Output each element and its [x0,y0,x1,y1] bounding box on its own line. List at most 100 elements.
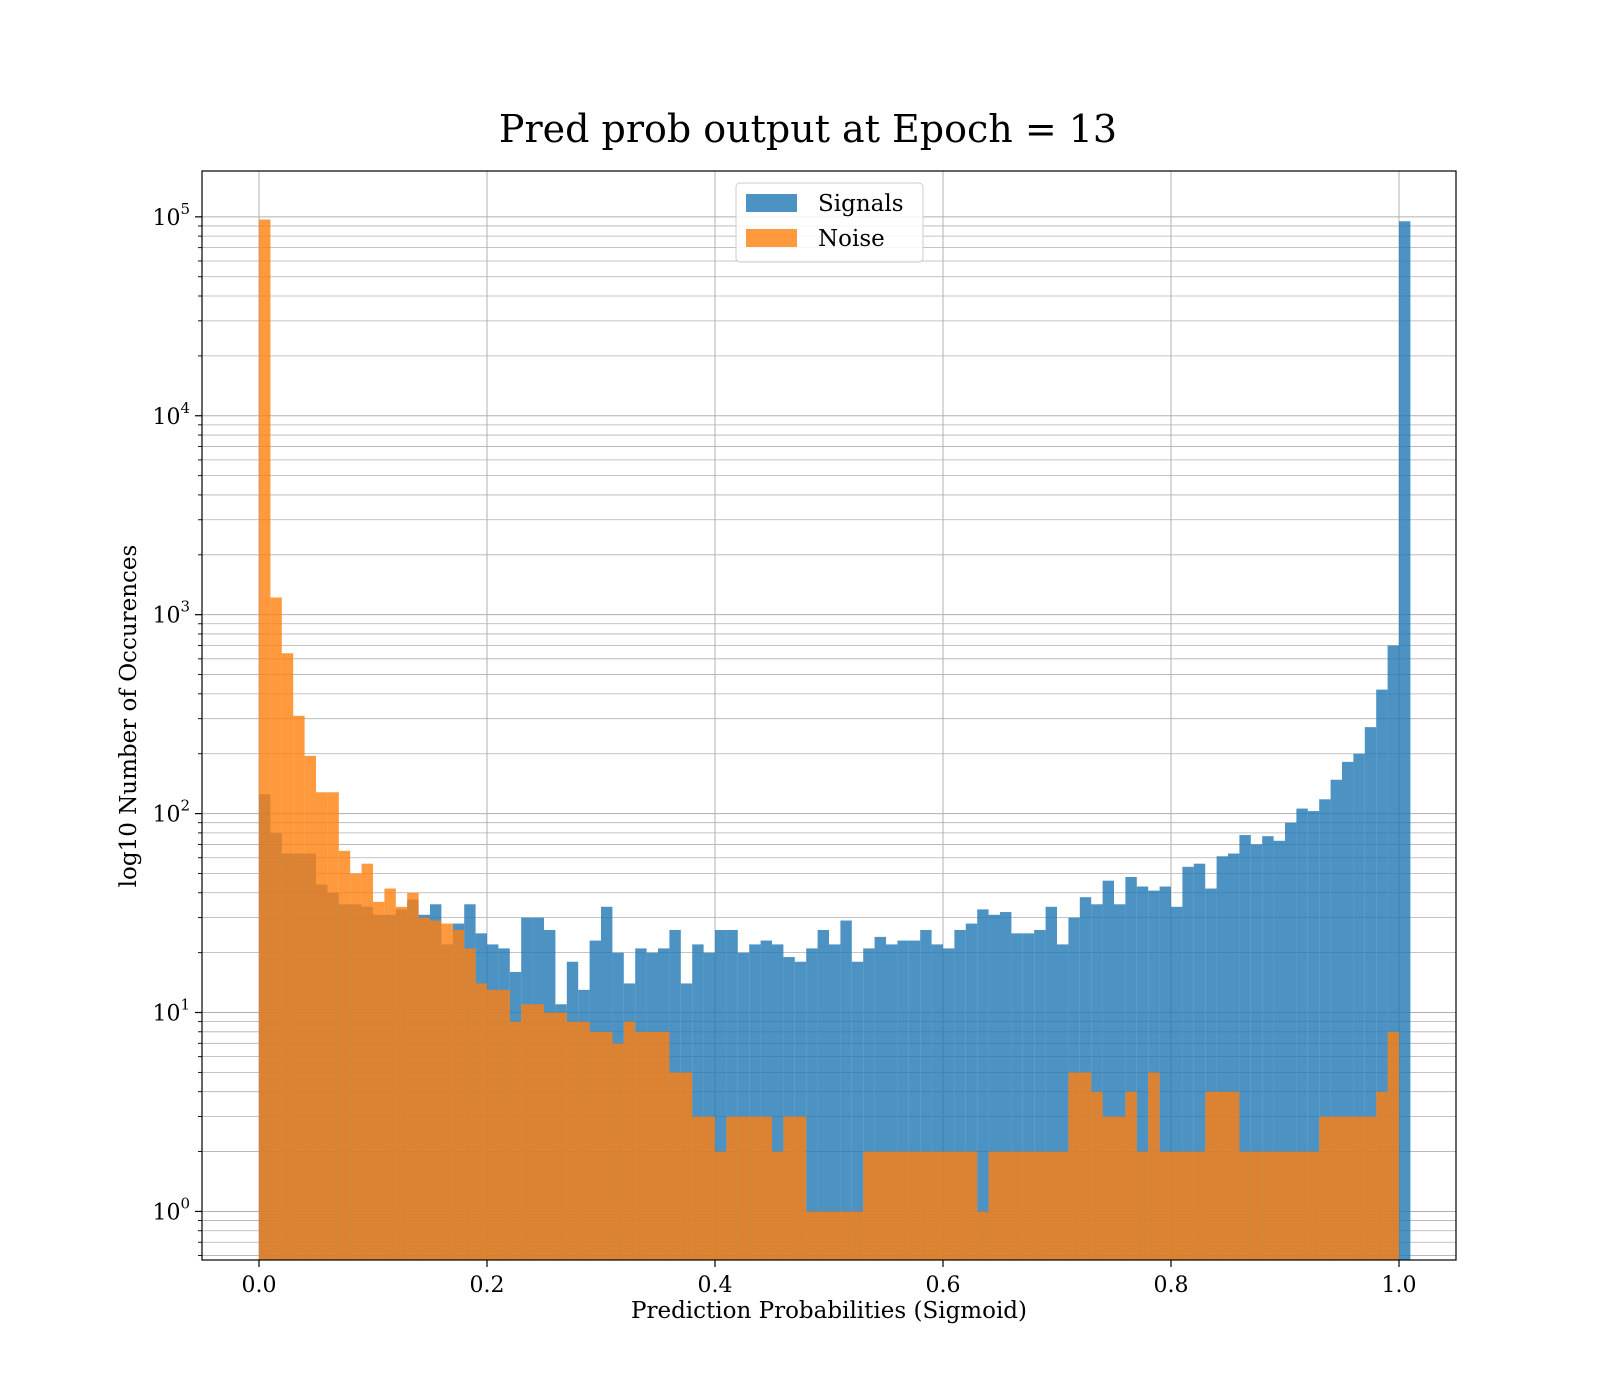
noise-bar [1159,1151,1171,1260]
noise-bar [430,920,442,1260]
y-tick-exponent: 0 [180,1194,190,1212]
noise-bar [1205,1091,1217,1260]
noise-bar [1114,1116,1126,1260]
signals-bar [908,940,921,1260]
noise-bar [316,792,328,1260]
noise-bar [361,863,373,1260]
x-tick-label: 0.6 [926,1273,961,1298]
noise-bar [270,597,282,1260]
signals-bar [806,948,818,1260]
noise-bar [817,1211,829,1260]
signals-bar [715,929,727,1260]
x-axis-ticks: 0.0 0.2 0.4 0.6 0.8 1.0 [242,1260,1417,1298]
signals-bar [1011,933,1023,1260]
noise-bar [886,1151,898,1260]
signals-bar [703,952,715,1260]
signals-bar [1045,906,1057,1260]
y-tick-label: 102 [152,797,190,828]
noise-bar [327,792,339,1260]
signals-bar [965,923,978,1260]
noise-bar [794,1116,807,1260]
noise-bar [601,1031,613,1260]
y-tick-label: 100 [152,1194,190,1225]
signals-bar [772,944,784,1260]
noise-bar [555,1012,567,1260]
noise-bar [1387,1031,1399,1260]
signals-bar [1307,811,1320,1260]
noise-bar [1148,1072,1160,1260]
noise-bar [943,1151,955,1260]
signals-bar [760,940,772,1260]
noise-bar [1057,1151,1069,1260]
noise-bar [475,983,487,1260]
noise-bar [1353,1116,1365,1260]
y-tick-base: 10 [152,1002,180,1027]
signals-bar [1125,877,1137,1260]
signals-bar [1000,912,1012,1260]
noise-bar [1285,1151,1297,1260]
noise-bar [509,1021,522,1260]
noise-bar [1022,1151,1035,1260]
signals-bar [1285,822,1297,1260]
noise-bar [658,1031,670,1260]
signals-bar [954,929,966,1260]
y-tick-base: 10 [152,405,180,430]
noise-bar [623,1021,636,1260]
signals-bar [1399,221,1411,1261]
noise-bar [487,989,499,1260]
signals-bar [1353,753,1365,1260]
noise-bar [259,219,271,1260]
noise-bar [908,1151,921,1260]
noise-bar [646,1031,658,1260]
x-tick-label: 0.2 [470,1273,505,1298]
noise-bar [304,755,316,1260]
noise-bar [1125,1091,1137,1260]
noise-bar [578,1021,590,1260]
signals-bar [794,961,807,1260]
noise-bars [259,219,1399,1260]
signals-bar [1342,761,1354,1260]
noise-bar [680,1072,693,1260]
noise-bar [954,1151,966,1260]
signals-bar [1330,779,1342,1260]
signals-bar [1239,835,1251,1260]
noise-bar [281,653,294,1260]
noise-bar [1342,1116,1354,1260]
noise-bar [293,715,305,1260]
signals-bar [1387,645,1399,1260]
noise-bar [920,1151,932,1260]
noise-bar [1011,1151,1023,1260]
noise-bar [418,917,430,1260]
signals-bar [783,957,795,1260]
noise-bar [726,1116,738,1260]
noise-bar [692,1116,704,1260]
signals-bar [1182,866,1194,1260]
noise-bar [1216,1091,1228,1260]
x-tick-label: 0.4 [698,1273,733,1298]
legend-label-noise: Noise [818,226,885,252]
y-axis-label: log10 Number of Occurences [116,545,142,888]
noise-bar [350,873,362,1260]
signals-bar [943,948,955,1260]
noise-bar [498,989,510,1260]
noise-bar [829,1211,841,1260]
noise-bar [965,1151,978,1260]
noise-bar [1319,1116,1331,1260]
noise-bar [635,1031,647,1260]
noise-bar [1239,1151,1251,1260]
noise-bar [1136,1151,1149,1260]
noise-bar [1330,1116,1342,1260]
noise-bar [703,1116,715,1260]
noise-bar [1193,1151,1206,1260]
noise-bar [760,1116,772,1260]
noise-bar [338,850,351,1260]
y-tick-exponent: 4 [180,399,190,417]
noise-bar [874,1151,886,1260]
signals-bar [1102,880,1114,1260]
noise-bar [669,1072,681,1260]
signals-bar [1205,888,1217,1260]
noise-bar [1102,1116,1114,1260]
noise-bar [612,1043,624,1260]
